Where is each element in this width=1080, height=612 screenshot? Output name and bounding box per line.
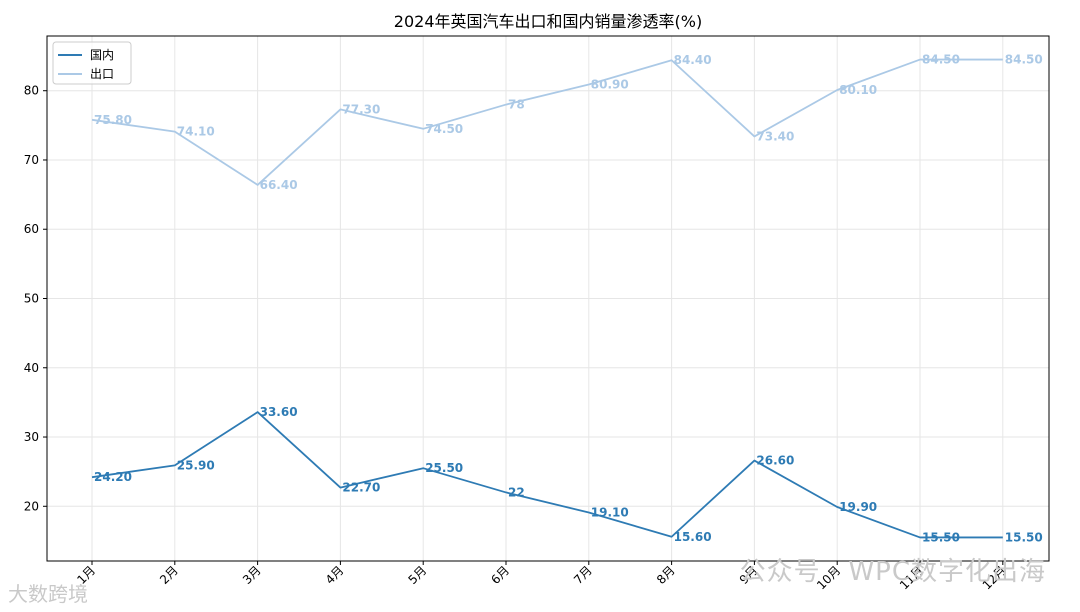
- data-label: 66.40: [260, 178, 298, 192]
- x-tick-label: 3月: [240, 563, 264, 587]
- y-tick-label: 60: [24, 222, 39, 236]
- data-label: 74.50: [425, 122, 463, 136]
- series: [91, 58, 1003, 539]
- data-labels: 24.20 25.90 33.60 22.70 25.50 22 19.10 15.60 26.…: [94, 53, 1043, 545]
- data-label: 33.60: [260, 405, 298, 419]
- watermark-wechat: 公众号 · WPC数字化出海: [739, 557, 1046, 587]
- data-label: 25.50: [425, 461, 463, 475]
- watermark-logo: 大数跨境: [8, 582, 88, 606]
- y-tick-label: 70: [24, 153, 39, 167]
- data-label: 78: [508, 98, 525, 112]
- data-label: 22: [508, 485, 525, 499]
- data-label: 25.90: [177, 458, 215, 472]
- x-tick-label: 7月: [571, 563, 595, 587]
- data-label: 15.50: [1005, 530, 1043, 544]
- data-label: 19.90: [839, 500, 877, 514]
- data-label: 84.50: [1005, 53, 1043, 67]
- x-tick-label: 6月: [488, 563, 512, 587]
- data-label: 22.70: [342, 481, 380, 495]
- y-tick-label: 20: [24, 499, 39, 513]
- grid: [47, 36, 1049, 561]
- x-tick-label: 4月: [323, 563, 347, 587]
- y-tick-label: 80: [24, 84, 39, 98]
- data-label: 80.10: [839, 83, 877, 97]
- chart-title: 2024年英国汽车出口和国内销量渗透率(%): [394, 12, 702, 31]
- y-tick-label: 50: [24, 292, 39, 306]
- data-label: 19.10: [591, 506, 629, 520]
- data-label: 26.60: [756, 454, 794, 468]
- y-tick-label: 40: [24, 361, 39, 375]
- x-tick-label: 5月: [406, 563, 430, 587]
- data-label: 84.40: [674, 53, 712, 67]
- series-line-domestic: [91, 411, 1003, 539]
- data-label: 74.10: [177, 125, 215, 139]
- y-tick-label: 30: [24, 430, 39, 444]
- legend-label: 出口: [90, 67, 114, 81]
- data-label: 15.60: [674, 530, 712, 544]
- data-label: 75.80: [94, 113, 132, 127]
- legend-label: 国内: [90, 48, 114, 62]
- x-tick-label: 2月: [157, 563, 181, 587]
- x-tick-label: 8月: [654, 563, 678, 587]
- data-label: 80.90: [591, 77, 629, 91]
- data-label: 73.40: [756, 129, 794, 143]
- series-line-export: [91, 58, 1003, 186]
- data-label: 24.20: [94, 470, 132, 484]
- y-axis: 20 30 40 50 60 70 80: [24, 84, 47, 513]
- data-label: 15.50: [922, 530, 960, 544]
- data-label: 84.50: [922, 53, 960, 67]
- data-label: 77.30: [342, 102, 380, 116]
